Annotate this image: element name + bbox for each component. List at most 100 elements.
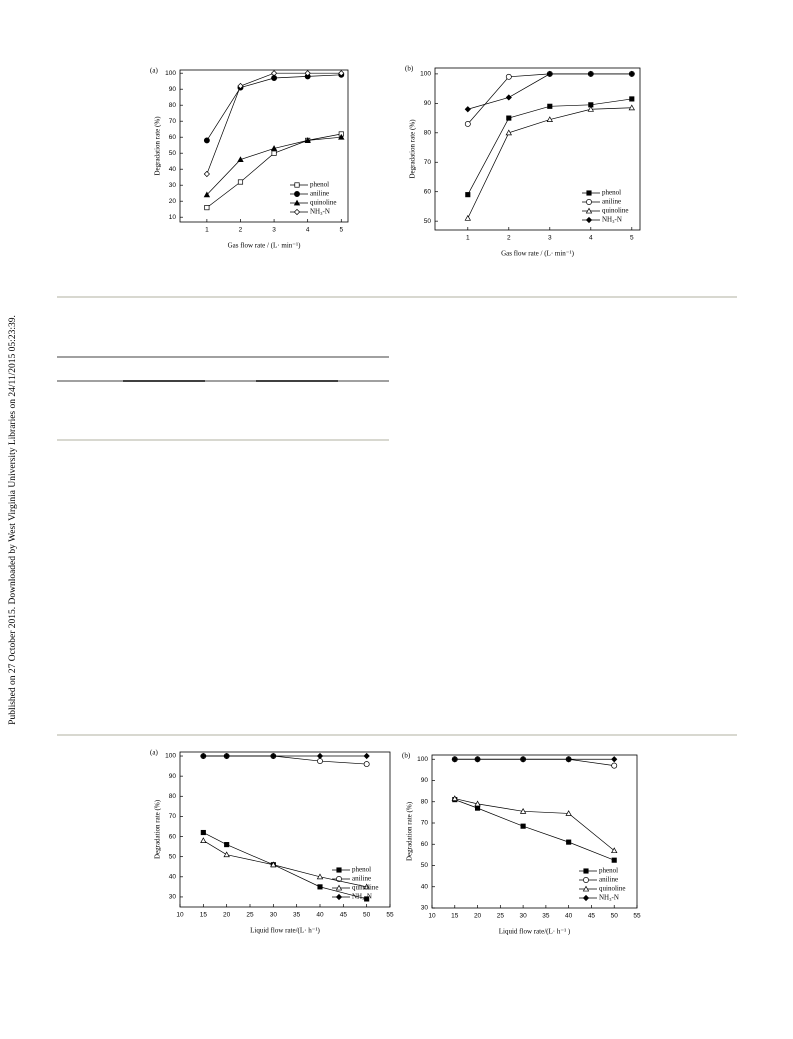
data-point [316,873,324,880]
data-point [505,73,512,80]
data-point [464,214,471,221]
data-point [224,842,230,848]
panel-label: (a) [150,749,158,757]
data-point [611,857,617,863]
legend-marker [585,216,593,224]
x-tick-label: 20 [223,912,231,919]
legend-label: phenol [602,189,621,197]
data-point [611,762,618,769]
data-point [565,810,572,816]
legend-marker [335,884,343,891]
legend-label: NH₃-N [352,893,372,901]
data-point [506,115,512,121]
plot-frame [179,751,391,908]
data-point [464,106,471,113]
y-tick-label: 100 [420,71,431,78]
x-tick-label: 45 [588,913,596,920]
x-tick-label: 30 [270,912,278,919]
data-point [316,752,324,760]
legend-label: NH₃-N [602,216,622,224]
y-tick-label: 90 [421,777,429,784]
legend-label: quinoline [602,207,628,215]
sidebar-note: Published on 27 October 2015. Downloaded… [8,315,18,725]
x-tick-label: 1 [466,235,470,242]
x-tick-label: 35 [293,912,301,919]
y-axis-title: Degradation rate (%) [154,116,162,176]
data-point [338,133,345,140]
y-tick-label: 10 [169,214,177,221]
legend-label: NH₃-N [599,894,619,902]
data-point [200,752,207,760]
legend-marker [582,885,590,892]
plot-frame [431,754,638,909]
x-axis-title: Gas flow rate / (L· min⁻¹) [228,242,302,250]
legend-label: aniline [352,875,371,883]
x-axis-title: Liquid flow rate/(L· h⁻¹) [250,927,320,935]
y-tick-label: 50 [421,862,429,869]
data-point [520,756,527,763]
x-tick-label: 50 [611,913,619,920]
legend-marker [336,867,342,873]
data-point [474,805,481,811]
data-point [464,121,471,127]
data-point [546,116,553,122]
legend-label: phenol [599,867,618,875]
legend-marker [586,199,592,205]
data-point [237,82,244,90]
data-point [200,829,206,836]
x-tick-label: 3 [272,227,276,234]
data-point [520,823,526,829]
data-point [547,103,553,109]
data-point [223,851,230,858]
y-tick-label: 80 [424,130,432,137]
x-tick-label: 50 [363,912,371,919]
data-point [364,896,370,902]
y-axis-title: Degradation rate (%) [409,119,417,179]
y-tick-label: 80 [169,102,177,109]
legend-label: aniline [310,190,329,198]
data-point [363,752,370,760]
data-point [611,756,618,763]
panel-label: (a) [150,67,158,75]
y-tick-label: 100 [165,70,176,77]
data-point [200,837,207,844]
data-point [451,756,458,763]
y-tick-label: 70 [169,118,177,125]
y-tick-label: 60 [169,833,177,840]
plot-frame [434,67,641,231]
legend-marker [585,207,593,214]
data-point [611,847,618,854]
x-tick-label: 25 [246,912,254,919]
data-point [270,861,277,868]
data-point [203,191,211,198]
legend-label: quinoline [352,884,378,892]
legend-marker [294,191,300,197]
legend-label: aniline [602,198,621,206]
x-tick-label: 15 [200,912,208,919]
y-tick-label: 90 [424,100,432,107]
legend-label: phenol [310,181,329,189]
data-point [629,96,635,102]
data-point [465,192,471,198]
x-tick-label: 25 [497,913,505,920]
y-tick-label: 80 [169,793,177,800]
plot-frame [179,69,349,223]
y-axis-title: Degradation rate (%) [406,801,414,861]
data-point [304,137,311,143]
y-tick-label: 60 [169,134,177,141]
legend-marker [582,894,590,902]
x-tick-label: 15 [451,913,459,920]
y-tick-label: 50 [424,218,432,225]
x-tick-label: 10 [176,912,184,919]
data-point [474,800,481,807]
legend-marker [583,877,589,883]
data-point [628,70,635,77]
data-point [587,105,594,112]
legend-label: quinoline [599,885,625,893]
data-point [566,839,572,845]
x-tick-label: 40 [316,912,324,919]
data-point [204,205,210,211]
y-tick-label: 90 [169,86,177,93]
